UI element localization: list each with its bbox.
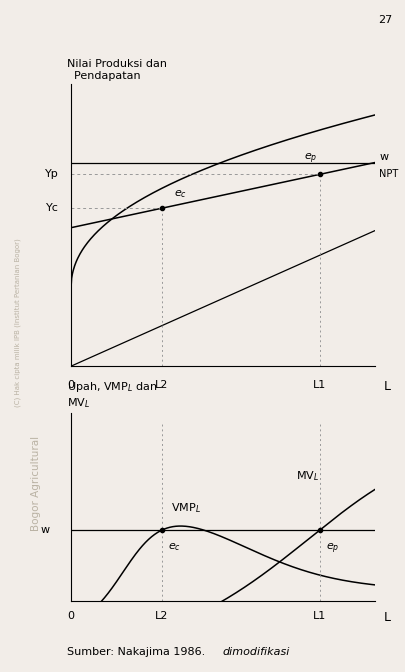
- Text: L1: L1: [313, 611, 326, 621]
- Text: $e_p$: $e_p$: [326, 541, 339, 556]
- Text: VMP$_L$: VMP$_L$: [171, 501, 201, 515]
- Text: Nilai Produksi dan
  Pendapatan: Nilai Produksi dan Pendapatan: [67, 59, 167, 81]
- Text: w: w: [379, 153, 388, 163]
- Text: Yc: Yc: [46, 203, 59, 213]
- Text: (C) Hak cipta milik IPB (Institut Pertanian Bogor): (C) Hak cipta milik IPB (Institut Pertan…: [15, 238, 21, 407]
- Text: Upah, VMP$_L$ dan
MV$_L$: Upah, VMP$_L$ dan MV$_L$: [67, 380, 157, 410]
- Text: L1: L1: [313, 380, 326, 390]
- Text: $e_p$: $e_p$: [303, 151, 317, 166]
- Text: $e_c$: $e_c$: [174, 188, 187, 200]
- Text: Bogor Agricultural: Bogor Agricultural: [32, 436, 41, 532]
- Text: Yp: Yp: [45, 169, 59, 179]
- Text: Sumber: Nakajima 1986.: Sumber: Nakajima 1986.: [67, 647, 209, 657]
- Text: NPT: NPT: [379, 169, 399, 179]
- Text: L: L: [384, 380, 391, 393]
- Text: 0: 0: [67, 611, 75, 621]
- Text: w: w: [40, 525, 49, 535]
- Text: L2: L2: [155, 611, 169, 621]
- Text: 27: 27: [379, 15, 393, 25]
- Text: dimodifikasi: dimodifikasi: [223, 647, 290, 657]
- Text: L: L: [384, 611, 391, 624]
- Text: MV$_L$: MV$_L$: [296, 469, 319, 483]
- Text: 0: 0: [67, 380, 75, 390]
- Text: $e_c$: $e_c$: [168, 541, 181, 553]
- Text: L2: L2: [155, 380, 169, 390]
